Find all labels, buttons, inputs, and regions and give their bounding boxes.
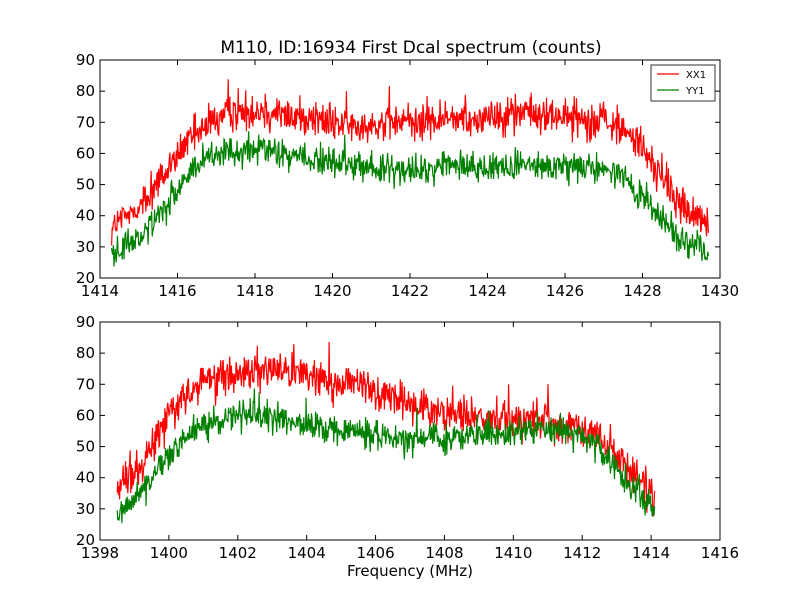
x-tick-label: 1416: [158, 282, 196, 300]
y-tick-label: 50: [76, 438, 95, 456]
bottom-plot: 1398 1400 1402 1404 1406 1408 1410 1412 1414 1416…: [76, 313, 739, 562]
plot-frame: [99, 321, 721, 541]
x-tick-label: 1402: [219, 544, 257, 562]
top-plot: 1414 1416 1418 1420 1422 1424 1426 1428 1430 20 30…: [76, 51, 739, 300]
series-line-yy1: [111, 131, 709, 267]
x-tick-label: 1398: [81, 544, 119, 562]
y-tick-label: 20: [76, 531, 95, 549]
chart-title: M110, ID:16934 First Dcal spectrum (coun…: [220, 38, 601, 58]
x-tick-label: 1426: [546, 282, 584, 300]
y-tick-label: 30: [76, 500, 95, 518]
y-tick-label: 30: [76, 238, 95, 256]
series-line-xx1: [111, 79, 709, 246]
y-tick-label: 50: [76, 176, 95, 194]
y-tick-label: 90: [76, 51, 95, 69]
y-tick-label: 20: [76, 269, 95, 287]
y-tick-label: 40: [76, 469, 95, 487]
y-tick-label: 60: [76, 144, 95, 162]
x-tick-label: 1422: [391, 282, 429, 300]
x-tick-label: 1412: [563, 544, 601, 562]
x-tick-label: 1414: [632, 544, 670, 562]
y-tick-label: 90: [76, 313, 95, 331]
x-tick-label: 1424: [468, 282, 506, 300]
y-tick-label: 70: [76, 113, 95, 131]
x-tick-label: 1418: [236, 282, 274, 300]
x-axis-label: Frequency (MHz): [347, 562, 473, 580]
y-tick-label: 70: [76, 375, 95, 393]
x-tick-label: 1416: [701, 544, 739, 562]
y-tick-label: 60: [76, 406, 95, 424]
y-tick-label: 80: [76, 82, 95, 100]
x-tick-label: 1410: [494, 544, 532, 562]
x-tick-label: 1404: [288, 544, 326, 562]
x-tick-label: 1406: [356, 544, 394, 562]
legend-label-xx1: XX1: [686, 70, 706, 81]
x-tick-label: 1420: [313, 282, 351, 300]
legend-box: [650, 64, 716, 102]
x-tick-label: 1430: [701, 282, 739, 300]
x-tick-label: 1414: [81, 282, 119, 300]
series-line-yy1: [116, 388, 656, 524]
x-tick-label: 1428: [623, 282, 661, 300]
x-tick-label: 1400: [150, 544, 188, 562]
y-tick-label: 80: [76, 344, 95, 362]
legend-label-yy1: YY1: [685, 86, 705, 97]
y-tick-label: 40: [76, 207, 95, 225]
x-tick-label: 1408: [425, 544, 463, 562]
